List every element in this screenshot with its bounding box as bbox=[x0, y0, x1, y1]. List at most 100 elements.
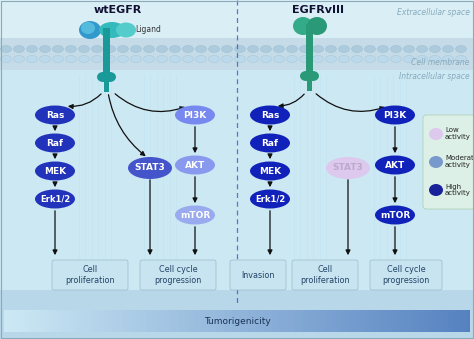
Ellipse shape bbox=[182, 45, 193, 53]
Polygon shape bbox=[151, 310, 152, 332]
Ellipse shape bbox=[326, 56, 337, 62]
Text: High
activity: High activity bbox=[445, 183, 471, 197]
Ellipse shape bbox=[35, 161, 75, 180]
Polygon shape bbox=[444, 310, 445, 332]
Text: STAT3: STAT3 bbox=[135, 163, 165, 173]
Polygon shape bbox=[459, 310, 461, 332]
Polygon shape bbox=[440, 310, 442, 332]
Ellipse shape bbox=[79, 21, 101, 39]
Polygon shape bbox=[241, 310, 243, 332]
Polygon shape bbox=[171, 310, 173, 332]
Ellipse shape bbox=[221, 56, 233, 62]
Polygon shape bbox=[320, 310, 322, 332]
FancyBboxPatch shape bbox=[140, 260, 216, 290]
Polygon shape bbox=[7, 310, 9, 332]
Polygon shape bbox=[191, 310, 192, 332]
Polygon shape bbox=[333, 310, 335, 332]
Polygon shape bbox=[250, 310, 252, 332]
Polygon shape bbox=[208, 310, 210, 332]
Polygon shape bbox=[38, 310, 40, 332]
Polygon shape bbox=[17, 310, 18, 332]
Polygon shape bbox=[27, 310, 29, 332]
Ellipse shape bbox=[79, 56, 90, 62]
Polygon shape bbox=[104, 310, 105, 332]
Ellipse shape bbox=[456, 45, 466, 53]
Text: PI3K: PI3K bbox=[183, 111, 207, 120]
Polygon shape bbox=[43, 310, 45, 332]
Polygon shape bbox=[6, 310, 7, 332]
Polygon shape bbox=[453, 310, 455, 332]
Polygon shape bbox=[71, 310, 73, 332]
Polygon shape bbox=[227, 310, 228, 332]
Polygon shape bbox=[183, 310, 185, 332]
Polygon shape bbox=[19, 310, 21, 332]
Polygon shape bbox=[73, 310, 74, 332]
Polygon shape bbox=[146, 310, 147, 332]
Ellipse shape bbox=[307, 71, 319, 81]
Polygon shape bbox=[76, 310, 77, 332]
Text: mTOR: mTOR bbox=[380, 211, 410, 219]
Ellipse shape bbox=[377, 56, 389, 62]
Polygon shape bbox=[429, 310, 431, 332]
Polygon shape bbox=[82, 310, 83, 332]
Text: EGFRvIII: EGFRvIII bbox=[292, 5, 344, 15]
Polygon shape bbox=[118, 310, 119, 332]
Polygon shape bbox=[468, 310, 470, 332]
Polygon shape bbox=[387, 310, 389, 332]
Polygon shape bbox=[60, 310, 62, 332]
Ellipse shape bbox=[39, 45, 51, 53]
Ellipse shape bbox=[247, 45, 258, 53]
Polygon shape bbox=[224, 310, 225, 332]
Ellipse shape bbox=[365, 45, 375, 53]
Polygon shape bbox=[378, 310, 380, 332]
Polygon shape bbox=[301, 310, 303, 332]
Polygon shape bbox=[119, 310, 121, 332]
Polygon shape bbox=[306, 310, 308, 332]
Text: Cell
proliferation: Cell proliferation bbox=[65, 265, 115, 285]
Polygon shape bbox=[420, 310, 422, 332]
Polygon shape bbox=[121, 310, 122, 332]
Polygon shape bbox=[317, 310, 319, 332]
Polygon shape bbox=[374, 310, 375, 332]
Polygon shape bbox=[79, 310, 81, 332]
Ellipse shape bbox=[250, 161, 290, 180]
Polygon shape bbox=[55, 310, 57, 332]
Polygon shape bbox=[48, 310, 49, 332]
Polygon shape bbox=[244, 310, 246, 332]
Text: Ligand: Ligand bbox=[135, 25, 161, 35]
Text: Ras: Ras bbox=[46, 111, 64, 120]
Polygon shape bbox=[228, 310, 230, 332]
Polygon shape bbox=[124, 310, 126, 332]
Ellipse shape bbox=[35, 190, 75, 208]
Polygon shape bbox=[438, 310, 439, 332]
Ellipse shape bbox=[250, 105, 290, 124]
Polygon shape bbox=[316, 310, 317, 332]
Polygon shape bbox=[154, 310, 155, 332]
Polygon shape bbox=[403, 310, 404, 332]
Polygon shape bbox=[62, 310, 63, 332]
Polygon shape bbox=[284, 310, 286, 332]
Polygon shape bbox=[182, 310, 183, 332]
Polygon shape bbox=[339, 310, 341, 332]
Polygon shape bbox=[190, 310, 191, 332]
Ellipse shape bbox=[175, 205, 215, 224]
Ellipse shape bbox=[79, 45, 90, 53]
Polygon shape bbox=[456, 310, 457, 332]
Ellipse shape bbox=[0, 45, 11, 53]
Polygon shape bbox=[261, 310, 263, 332]
Polygon shape bbox=[359, 310, 361, 332]
Text: Moderate
activity: Moderate activity bbox=[445, 156, 474, 168]
Polygon shape bbox=[398, 310, 400, 332]
Polygon shape bbox=[272, 310, 273, 332]
Polygon shape bbox=[141, 310, 143, 332]
Ellipse shape bbox=[247, 56, 258, 62]
Polygon shape bbox=[299, 310, 300, 332]
Text: Extracellular space: Extracellular space bbox=[397, 8, 470, 17]
Ellipse shape bbox=[365, 56, 375, 62]
Ellipse shape bbox=[118, 56, 128, 62]
Ellipse shape bbox=[91, 45, 102, 53]
Polygon shape bbox=[216, 310, 218, 332]
Text: Low
activity: Low activity bbox=[445, 127, 471, 140]
Polygon shape bbox=[85, 310, 87, 332]
Polygon shape bbox=[358, 310, 359, 332]
